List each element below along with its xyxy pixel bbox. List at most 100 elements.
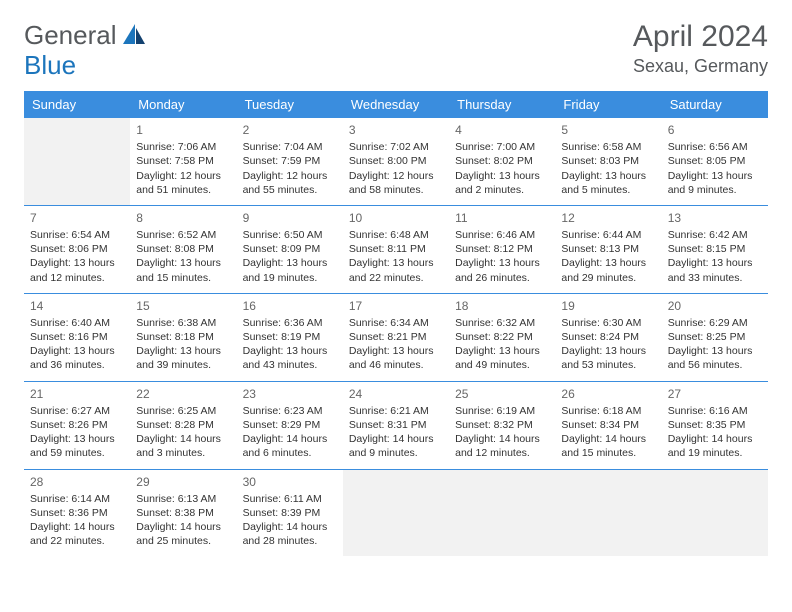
calendar-cell: 5Sunrise: 6:58 AMSunset: 8:03 PMDaylight…	[555, 118, 661, 205]
calendar-row: 28Sunrise: 6:14 AMSunset: 8:36 PMDayligh…	[24, 469, 768, 556]
day-number: 13	[668, 210, 762, 226]
sunset-text: Sunset: 8:02 PM	[455, 154, 549, 168]
day-number: 20	[668, 298, 762, 314]
sunrise-text: Sunrise: 6:38 AM	[136, 316, 230, 330]
daylight-text: Daylight: 12 hours	[136, 169, 230, 183]
daylight-text: Daylight: 14 hours	[561, 432, 655, 446]
sunset-text: Sunset: 8:38 PM	[136, 506, 230, 520]
calendar-table: SundayMondayTuesdayWednesdayThursdayFrid…	[24, 91, 768, 556]
day-number: 4	[455, 122, 549, 138]
daylight-text: Daylight: 14 hours	[668, 432, 762, 446]
calendar-head: SundayMondayTuesdayWednesdayThursdayFrid…	[24, 91, 768, 118]
day-number: 16	[243, 298, 337, 314]
sunset-text: Sunset: 8:25 PM	[668, 330, 762, 344]
daylight-text: Daylight: 13 hours	[243, 256, 337, 270]
sunrise-text: Sunrise: 6:18 AM	[561, 404, 655, 418]
sunrise-text: Sunrise: 6:50 AM	[243, 228, 337, 242]
sunrise-text: Sunrise: 6:54 AM	[30, 228, 124, 242]
daylight-text: Daylight: 13 hours	[349, 256, 443, 270]
calendar-cell: 4Sunrise: 7:00 AMSunset: 8:02 PMDaylight…	[449, 118, 555, 205]
day-number: 14	[30, 298, 124, 314]
daylight-text: Daylight: 13 hours	[243, 344, 337, 358]
sunrise-text: Sunrise: 6:30 AM	[561, 316, 655, 330]
daylight-text: and 19 minutes.	[243, 271, 337, 285]
sunset-text: Sunset: 8:36 PM	[30, 506, 124, 520]
day-number: 6	[668, 122, 762, 138]
daylight-text: Daylight: 14 hours	[243, 432, 337, 446]
title-block: April 2024 Sexau, Germany	[633, 20, 768, 77]
day-number: 27	[668, 386, 762, 402]
sunset-text: Sunset: 8:39 PM	[243, 506, 337, 520]
location: Sexau, Germany	[633, 56, 768, 77]
daylight-text: Daylight: 13 hours	[136, 256, 230, 270]
sunrise-text: Sunrise: 7:00 AM	[455, 140, 549, 154]
calendar-cell: 26Sunrise: 6:18 AMSunset: 8:34 PMDayligh…	[555, 381, 661, 469]
calendar-cell: 8Sunrise: 6:52 AMSunset: 8:08 PMDaylight…	[130, 205, 236, 293]
logo: General	[24, 20, 147, 51]
logo-sail-icon	[123, 20, 145, 51]
calendar-cell-empty	[449, 469, 555, 556]
day-number: 22	[136, 386, 230, 402]
daylight-text: Daylight: 13 hours	[30, 344, 124, 358]
month-title: April 2024	[633, 20, 768, 54]
calendar-cell: 29Sunrise: 6:13 AMSunset: 8:38 PMDayligh…	[130, 469, 236, 556]
sunset-text: Sunset: 8:03 PM	[561, 154, 655, 168]
calendar-cell: 28Sunrise: 6:14 AMSunset: 8:36 PMDayligh…	[24, 469, 130, 556]
day-number: 23	[243, 386, 337, 402]
sunrise-text: Sunrise: 6:34 AM	[349, 316, 443, 330]
daylight-text: and 58 minutes.	[349, 183, 443, 197]
daylight-text: Daylight: 13 hours	[668, 256, 762, 270]
daylight-text: and 29 minutes.	[561, 271, 655, 285]
daylight-text: and 56 minutes.	[668, 358, 762, 372]
daylight-text: and 15 minutes.	[136, 271, 230, 285]
sunset-text: Sunset: 8:15 PM	[668, 242, 762, 256]
sunset-text: Sunset: 8:26 PM	[30, 418, 124, 432]
day-number: 12	[561, 210, 655, 226]
calendar-cell-empty	[555, 469, 661, 556]
sunset-text: Sunset: 8:00 PM	[349, 154, 443, 168]
day-number: 8	[136, 210, 230, 226]
daylight-text: Daylight: 13 hours	[30, 256, 124, 270]
sunset-text: Sunset: 7:59 PM	[243, 154, 337, 168]
daylight-text: and 3 minutes.	[136, 446, 230, 460]
daylight-text: Daylight: 13 hours	[455, 256, 549, 270]
daylight-text: and 15 minutes.	[561, 446, 655, 460]
daylight-text: Daylight: 13 hours	[561, 256, 655, 270]
sunrise-text: Sunrise: 6:14 AM	[30, 492, 124, 506]
sunset-text: Sunset: 8:24 PM	[561, 330, 655, 344]
logo-text-blue: Blue	[24, 50, 76, 81]
daylight-text: and 53 minutes.	[561, 358, 655, 372]
sunrise-text: Sunrise: 6:19 AM	[455, 404, 549, 418]
sunrise-text: Sunrise: 7:06 AM	[136, 140, 230, 154]
calendar-body: 1Sunrise: 7:06 AMSunset: 7:58 PMDaylight…	[24, 118, 768, 556]
calendar-cell: 3Sunrise: 7:02 AMSunset: 8:00 PMDaylight…	[343, 118, 449, 205]
daylight-text: and 12 minutes.	[30, 271, 124, 285]
calendar-cell: 13 Sunrise: 6:42 AMSunset: 8:15 PMDayligh…	[662, 205, 768, 293]
sunset-text: Sunset: 8:18 PM	[136, 330, 230, 344]
sunrise-text: Sunrise: 6:42 AM	[668, 228, 762, 242]
calendar-cell: 24Sunrise: 6:21 AMSunset: 8:31 PMDayligh…	[343, 381, 449, 469]
sunrise-text: Sunrise: 6:48 AM	[349, 228, 443, 242]
calendar-cell: 6Sunrise: 6:56 AMSunset: 8:05 PMDaylight…	[662, 118, 768, 205]
daylight-text: Daylight: 13 hours	[561, 169, 655, 183]
calendar-cell: 11Sunrise: 6:46 AMSunset: 8:12 PMDayligh…	[449, 205, 555, 293]
day-number: 30	[243, 474, 337, 490]
sunset-text: Sunset: 8:05 PM	[668, 154, 762, 168]
sunset-text: Sunset: 8:28 PM	[136, 418, 230, 432]
daylight-text: Daylight: 14 hours	[136, 520, 230, 534]
day-number: 11	[455, 210, 549, 226]
daylight-text: Daylight: 13 hours	[561, 344, 655, 358]
day-number: 5	[561, 122, 655, 138]
daylight-text: and 26 minutes.	[455, 271, 549, 285]
sunrise-text: Sunrise: 6:21 AM	[349, 404, 443, 418]
daylight-text: and 12 minutes.	[455, 446, 549, 460]
weekday-header: Thursday	[449, 91, 555, 118]
sunrise-text: Sunrise: 6:23 AM	[243, 404, 337, 418]
weekday-header: Saturday	[662, 91, 768, 118]
calendar-row: 21Sunrise: 6:27 AMSunset: 8:26 PMDayligh…	[24, 381, 768, 469]
daylight-text: Daylight: 14 hours	[349, 432, 443, 446]
sunset-text: Sunset: 8:32 PM	[455, 418, 549, 432]
day-number: 1	[136, 122, 230, 138]
weekday-header: Wednesday	[343, 91, 449, 118]
calendar-cell: 14Sunrise: 6:40 AMSunset: 8:16 PMDayligh…	[24, 293, 130, 381]
